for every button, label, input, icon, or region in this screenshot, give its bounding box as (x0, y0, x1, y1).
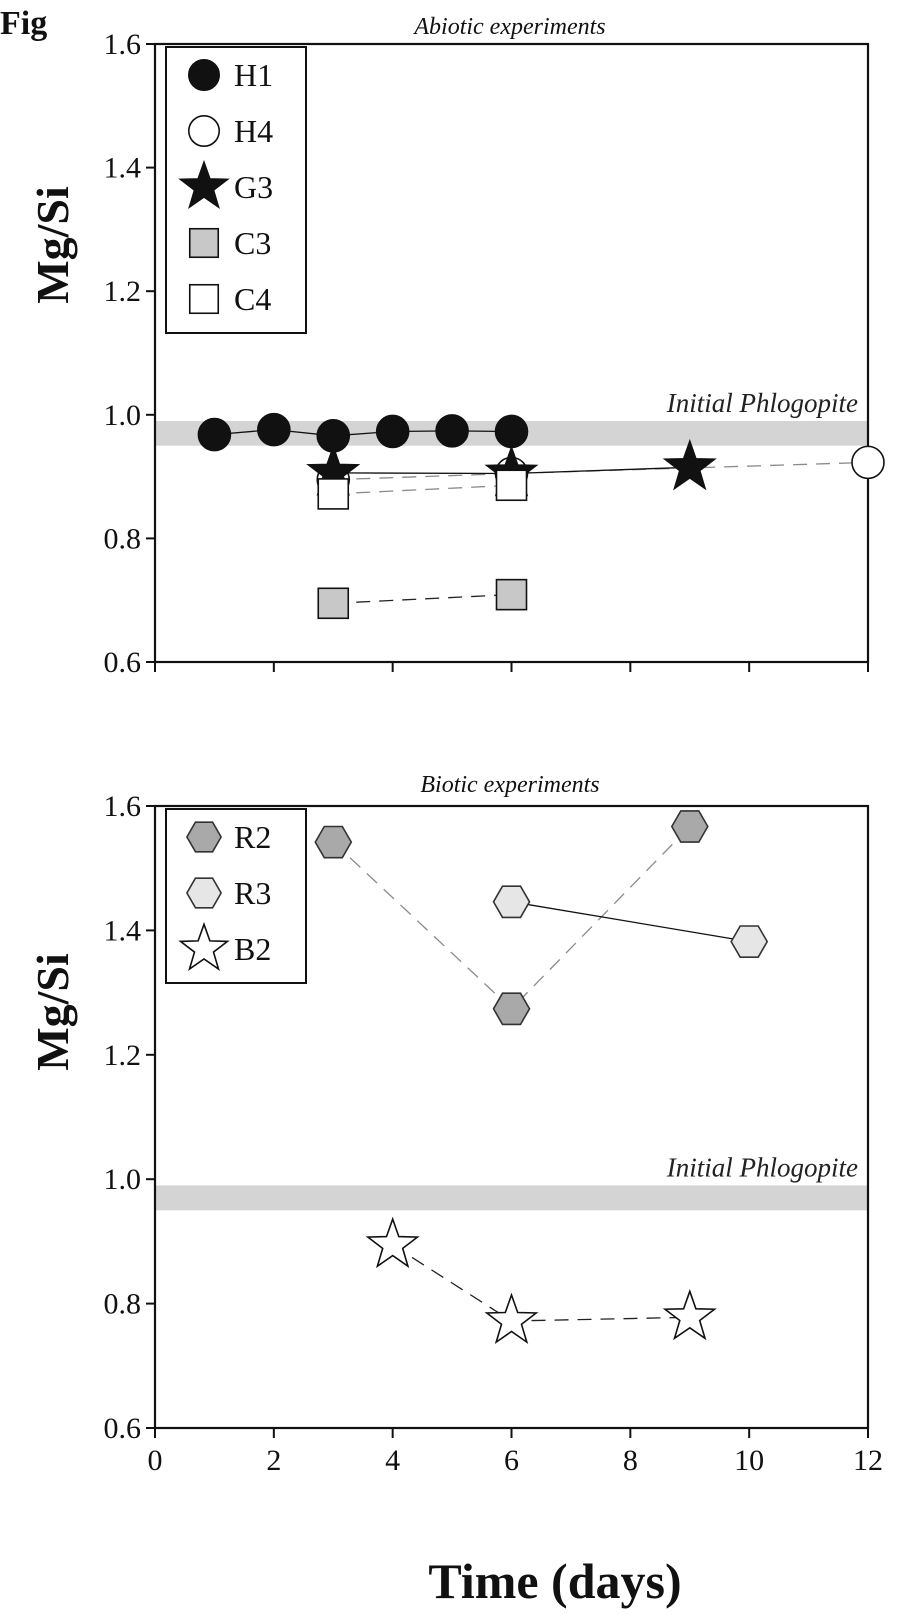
abiotic-series-line-c3 (333, 593, 512, 604)
biotic-x-tick-label: 12 (853, 1444, 883, 1477)
biotic-point-b2 (662, 1288, 717, 1341)
abiotic-y-tick-label: 0.6 (104, 646, 142, 679)
abiotic-point-c4 (317, 478, 350, 510)
abiotic-point-h1 (375, 414, 410, 449)
biotic-point-r2 (492, 992, 531, 1026)
abiotic-point-c4 (495, 469, 528, 502)
abiotic-point-h1 (494, 414, 529, 449)
abiotic-legend-marker-c3 (188, 227, 220, 259)
abiotic-point-h4 (851, 445, 885, 480)
abiotic-series-line-c4 (333, 484, 512, 495)
biotic-legend-label-b2: B2 (234, 931, 271, 967)
abiotic-legend-marker-h4 (188, 115, 221, 148)
biotic-legend-label-r2: R2 (234, 819, 271, 855)
abiotic-y-tick-label: 1.6 (104, 28, 142, 61)
abiotic-y-tick-label: 1.2 (104, 275, 142, 308)
biotic-x-tick-label: 6 (504, 1444, 519, 1477)
abiotic-legend-label-h1: H1 (234, 57, 273, 93)
abiotic-point-c3 (495, 578, 528, 611)
abiotic-legend-marker-c4 (188, 283, 220, 315)
biotic-series-line-r3 (511, 901, 750, 943)
abiotic-series-line-h4 (333, 461, 869, 481)
biotic-y-tick-label: 0.8 (104, 1288, 142, 1321)
abiotic-legend-label-g3: G3 (234, 169, 273, 205)
biotic-x-tick-label: 0 (148, 1444, 163, 1477)
x-axis-label: Time (days) (428, 1553, 681, 1609)
biotic-band-label: Initial Phlogopite (666, 1152, 858, 1182)
biotic-point-r3 (492, 885, 531, 919)
abiotic-chart-panel: Abiotic experiments Mg/Si Initial Phlogo… (27, 14, 885, 679)
biotic-chart-title: Biotic experiments (420, 772, 599, 798)
biotic-y-tick-label: 1.4 (104, 914, 142, 947)
biotic-y-tick-label: 0.6 (104, 1412, 142, 1445)
biotic-legend-label-r3: R3 (234, 875, 271, 911)
abiotic-point-h1 (257, 412, 291, 447)
figure-label: Fig (0, 5, 47, 42)
abiotic-point-c3 (317, 587, 350, 620)
abiotic-legend-marker-g3 (178, 159, 230, 209)
biotic-y-axis-label: Mg/Si (27, 953, 78, 1071)
abiotic-point-h1 (197, 417, 232, 452)
biotic-point-b2 (484, 1292, 539, 1345)
biotic-legend-marker-r3 (185, 877, 223, 909)
biotic-x-tick-label: 4 (385, 1444, 400, 1477)
biotic-point-r3 (730, 925, 769, 959)
biotic-x-tick-label: 8 (623, 1444, 638, 1477)
biotic-series-line-r2 (332, 826, 691, 1010)
abiotic-point-g3 (662, 438, 717, 491)
biotic-y-tick-label: 1.2 (104, 1039, 142, 1072)
biotic-reference-band (155, 1185, 868, 1211)
abiotic-legend-label-h4: H4 (234, 113, 273, 149)
biotic-y-tick-label: 1.6 (104, 790, 142, 823)
abiotic-y-tick-label: 1.0 (104, 399, 142, 432)
abiotic-legend-label-c4: C4 (234, 281, 271, 317)
biotic-x-tick-label: 2 (266, 1444, 281, 1477)
abiotic-y-axis-label: Mg/Si (27, 186, 78, 304)
biotic-legend-marker-r2 (185, 821, 223, 853)
biotic-point-r2 (314, 825, 353, 859)
biotic-legend-marker-b2 (178, 921, 230, 971)
biotic-chart-panel: Biotic experiments Mg/Si Time (days) Ini… (27, 772, 883, 1609)
abiotic-y-tick-label: 0.8 (104, 522, 142, 555)
abiotic-chart-title: Abiotic experiments (412, 14, 605, 40)
abiotic-legend-marker-h1 (188, 58, 221, 91)
biotic-y-tick-label: 1.0 (104, 1163, 142, 1196)
abiotic-point-h1 (435, 414, 469, 448)
biotic-point-r2 (670, 810, 709, 843)
biotic-x-tick-label: 10 (734, 1444, 764, 1477)
abiotic-y-tick-label: 1.4 (104, 152, 142, 185)
abiotic-legend-label-c3: C3 (234, 225, 271, 261)
abiotic-band-label: Initial Phlogopite (666, 388, 858, 418)
biotic-series-line-b2 (392, 1244, 690, 1322)
biotic-point-b2 (365, 1216, 420, 1269)
